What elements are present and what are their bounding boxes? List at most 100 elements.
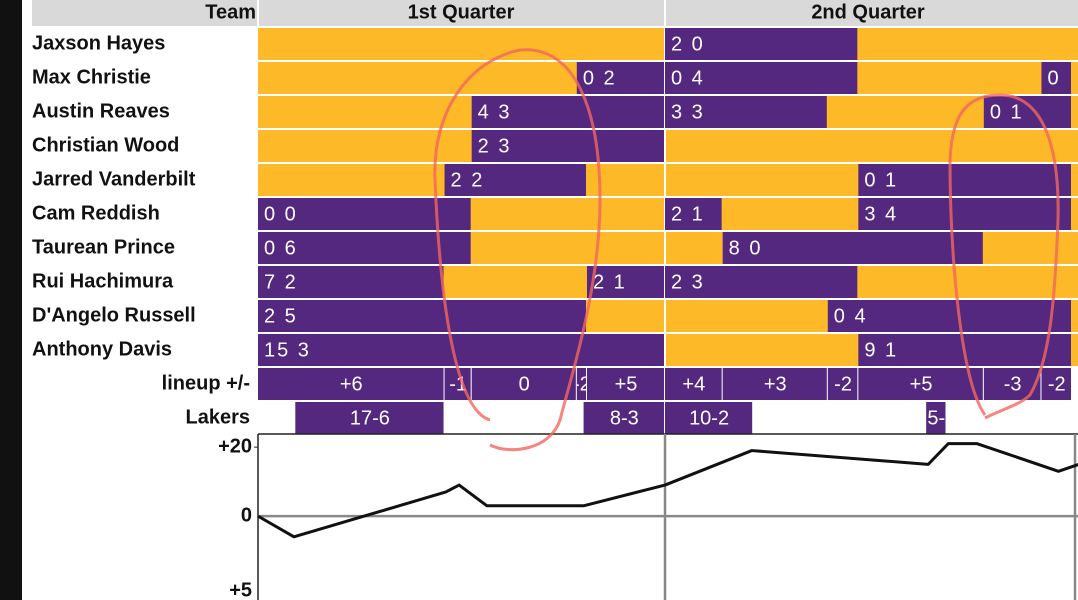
lineup-segment xyxy=(586,368,664,400)
team-run-clip: 17-6 xyxy=(350,407,390,429)
team-run-label: 5- xyxy=(927,407,945,429)
quarter-header: 2nd Quarter xyxy=(811,1,925,23)
lineup-segment-label: +6 xyxy=(340,373,363,395)
lineup-segment-clip: -2 xyxy=(834,373,852,395)
stint-clip: 2 5 xyxy=(264,305,296,327)
stint xyxy=(1041,62,1071,94)
stint-label: 8 0 xyxy=(729,237,763,259)
stint xyxy=(586,266,664,298)
player-name: D'Angelo Russell xyxy=(32,304,196,326)
stint-clip: 8 0 xyxy=(729,237,763,259)
lineup-segment-clip: +4 xyxy=(682,373,705,395)
team-label: Lakers xyxy=(186,406,251,428)
stint-label: 2 3 xyxy=(671,271,705,293)
stint-label: 3 4 xyxy=(864,203,898,225)
lineup-segment-clip: -2 xyxy=(573,373,591,395)
off-court xyxy=(258,130,1078,162)
lineup-segment-label: 0 xyxy=(519,373,530,395)
lineup-segment xyxy=(827,368,858,400)
player-name: Rui Hachimura xyxy=(32,270,174,292)
stint xyxy=(665,198,722,230)
player-name: Jaxson Hayes xyxy=(32,32,165,54)
stint-clip: 2 3 xyxy=(671,271,705,293)
player-name: Cam Reddish xyxy=(32,202,160,224)
stint xyxy=(258,266,444,298)
lineup-segment xyxy=(576,368,586,400)
stint-clip: 2 1 xyxy=(671,203,705,225)
stint-clip: 0 1 xyxy=(990,101,1024,123)
stint-clip: 0 4 xyxy=(834,305,868,327)
team-run xyxy=(665,402,753,434)
player-name: Christian Wood xyxy=(32,134,179,156)
stint xyxy=(665,96,827,128)
stint xyxy=(665,62,858,94)
stint xyxy=(258,334,664,366)
stint-clip: 4 3 xyxy=(478,101,510,123)
stint-clip: 0 1 xyxy=(864,169,898,191)
stint-clip: 9 1 xyxy=(864,339,898,361)
stint-label: 0 6 xyxy=(264,237,298,259)
header-bar xyxy=(32,0,1078,26)
lineup-segment-label: +3 xyxy=(764,373,787,395)
team-run-label: 17-6 xyxy=(350,407,390,429)
stint-label: 0 2 xyxy=(583,67,617,89)
team-run xyxy=(926,402,946,434)
team-run xyxy=(295,402,444,434)
y-bottom-label: +5 xyxy=(229,579,252,600)
stint-clip: 0 xyxy=(1047,67,1058,89)
stint-clip: 2 1 xyxy=(593,271,627,293)
stint-clip: 7 2 xyxy=(264,271,298,293)
stint-label: 15 3 xyxy=(264,339,311,361)
stint-clip: 2 0 xyxy=(671,33,703,55)
margin-line xyxy=(257,442,1078,539)
lineup-segment-clip: +3 xyxy=(764,373,787,395)
stint-label: 0 1 xyxy=(990,101,1024,123)
stint xyxy=(858,164,1071,196)
stint-clip: 0 0 xyxy=(264,203,298,225)
screen-edge xyxy=(0,0,22,600)
lineup-segment-label: +4 xyxy=(682,373,705,395)
team-run-clip: 5- xyxy=(927,407,945,429)
player-name: Austin Reaves xyxy=(32,100,170,122)
stint-label: 0 1 xyxy=(864,169,898,191)
stint xyxy=(983,96,1071,128)
stint-label: 7 2 xyxy=(264,271,298,293)
stint xyxy=(827,300,1071,332)
stint-label: 2 1 xyxy=(593,271,627,293)
stint-label: 0 4 xyxy=(834,305,868,327)
stint xyxy=(665,266,858,298)
stint-clip: 2 2 xyxy=(451,169,483,191)
lineup-segment xyxy=(665,368,722,400)
stint-clip: 15 3 xyxy=(264,339,311,361)
stint xyxy=(576,62,664,94)
lineup-segment-label: +5 xyxy=(910,373,933,395)
lineup-segment-label: -2 xyxy=(834,373,852,395)
lineup-segment-label: -2 xyxy=(573,373,591,395)
stint-clip: 0 4 xyxy=(671,67,703,89)
team-run-label: 8-3 xyxy=(610,407,639,429)
player-name: Anthony Davis xyxy=(32,338,172,360)
stint-label: 9 1 xyxy=(864,339,898,361)
lineup-segment-clip: +5 xyxy=(910,373,933,395)
team-run-clip: 8-3 xyxy=(610,407,639,429)
player-name: Taurean Prince xyxy=(32,236,175,258)
lineup-segment-label: +5 xyxy=(615,373,638,395)
stint-label: 0 0 xyxy=(264,203,298,225)
stint xyxy=(858,198,1071,230)
lineup-segment xyxy=(471,368,576,400)
lineup-segment-label: -2 xyxy=(1048,373,1066,395)
stint-label: 2 1 xyxy=(671,203,705,225)
stint xyxy=(665,28,858,60)
lineup-segment-clip: +6 xyxy=(340,373,363,395)
lineup-segment-clip: 0 xyxy=(519,373,530,395)
player-name: Jarred Vanderbilt xyxy=(32,168,196,190)
stint-clip: 2 3 xyxy=(478,135,510,157)
stint xyxy=(471,96,664,128)
lineup-segment xyxy=(1041,368,1071,400)
stint-clip: 0 6 xyxy=(264,237,298,259)
lineup-segment xyxy=(722,368,827,400)
stint-label: 3 3 xyxy=(671,101,705,123)
team-run-clip: 10-2 xyxy=(689,407,729,429)
